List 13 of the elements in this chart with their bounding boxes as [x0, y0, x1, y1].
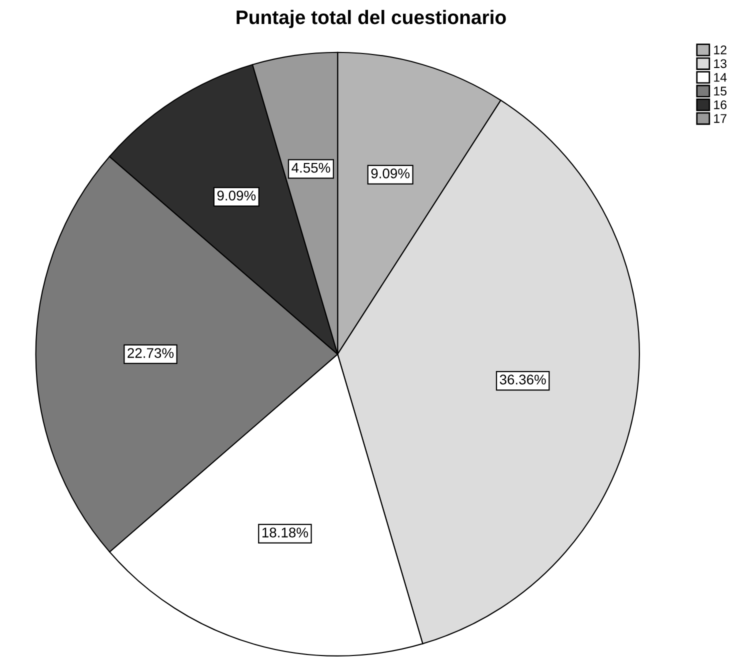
- legend-label: 12: [714, 45, 726, 54]
- legend-label: 17: [714, 114, 726, 123]
- legend-label: 14: [714, 73, 727, 82]
- chart-title: Puntaje total del cuestionario: [236, 10, 506, 28]
- data-label: 22.73%: [128, 348, 174, 358]
- data-label: 36.36%: [500, 374, 546, 384]
- data-label: 4.55%: [292, 162, 330, 173]
- data-label: 9.09%: [217, 190, 256, 201]
- legend-label: 16: [714, 100, 726, 110]
- legend-label: 13: [714, 59, 726, 68]
- legend-label: 15: [714, 86, 727, 96]
- data-label: 9.09%: [371, 168, 410, 178]
- data-label: 18.18%: [262, 528, 308, 538]
